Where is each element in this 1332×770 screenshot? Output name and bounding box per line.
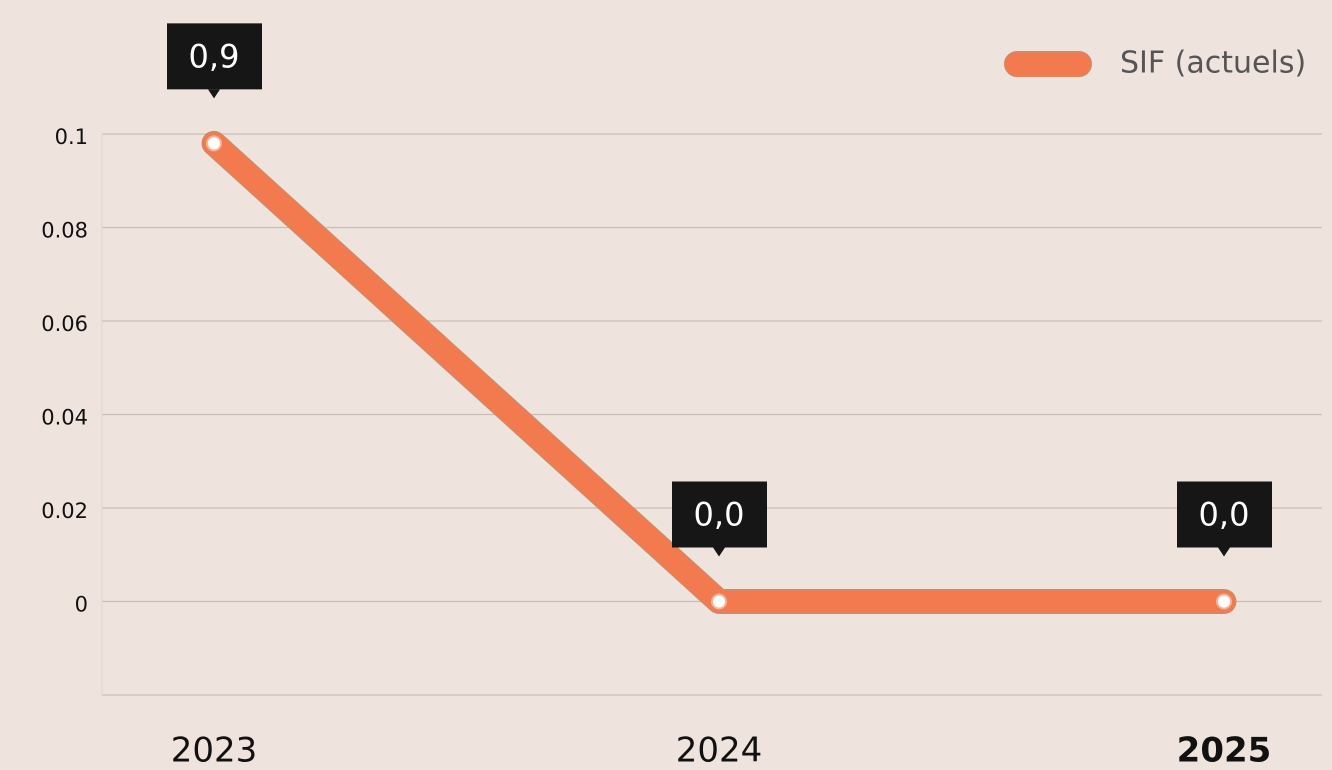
y-tick-label: 0.02 [41,499,88,523]
y-tick-label: 0 [75,593,88,617]
callout-label: 0,9 [189,37,240,75]
x-tick-label: 2023 [171,731,258,770]
callout-box [672,481,767,548]
callout-pointer [1218,547,1230,557]
callout-box [167,23,262,90]
y-tick-label: 0.1 [55,125,88,149]
legend-label: SIF (actuels) [1120,46,1306,81]
x-tick-label: 2024 [676,731,763,770]
y-tick-label: 0.06 [41,312,88,336]
callout-label: 0,0 [694,496,745,534]
callout-pointer [208,89,220,99]
x-tick-label: 2025 [1177,731,1272,770]
y-tick-label: 0.08 [41,219,88,243]
callout-pointer [713,547,725,557]
legend-swatch [1004,51,1092,77]
y-tick-label: 0.04 [41,406,88,430]
point [1216,593,1232,610]
point [206,135,222,152]
callout-label: 0,0 [1199,496,1250,534]
point [711,593,727,610]
callout-box [1177,481,1272,548]
